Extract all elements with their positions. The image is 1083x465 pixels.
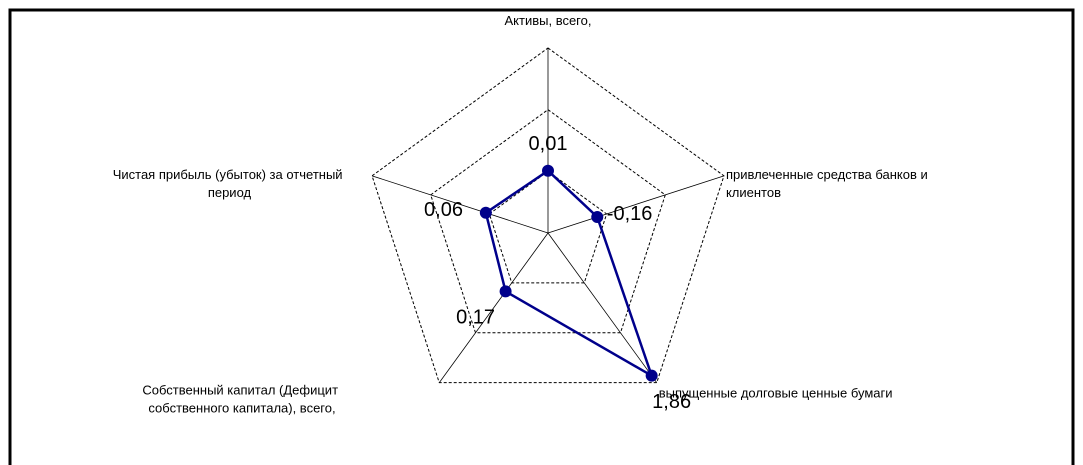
data-point [645, 369, 658, 382]
value-label: -0,16 [607, 203, 653, 225]
data-point [499, 285, 512, 298]
value-label: 0,01 [529, 133, 568, 155]
data-point [479, 206, 492, 219]
data-point [591, 210, 604, 223]
category-label: Чистая прибыль (убыток) за отчетный пери… [113, 167, 346, 200]
grid-ring [371, 47, 725, 384]
series-line [484, 169, 654, 379]
category-label: привлеченные средства банков и клиентов [726, 167, 931, 200]
axis-spoke [371, 175, 549, 234]
category-label: Собственный капитал (Дефицит собственног… [142, 383, 341, 416]
data-point [542, 164, 554, 177]
axis-spoke [438, 232, 549, 383]
category-label: выпущенные долговые ценные бумаги [659, 386, 893, 401]
grid-ring [488, 170, 608, 284]
grid-ring [430, 109, 666, 334]
category-label: Активы, всего, [505, 13, 592, 28]
value-label: 0,17 [456, 307, 495, 329]
value-label: 1,86 [652, 391, 691, 413]
axis-spoke [547, 175, 725, 234]
value-label: 0,06 [424, 199, 463, 221]
frame [8, 8, 1075, 465]
axis-spoke [547, 232, 658, 383]
